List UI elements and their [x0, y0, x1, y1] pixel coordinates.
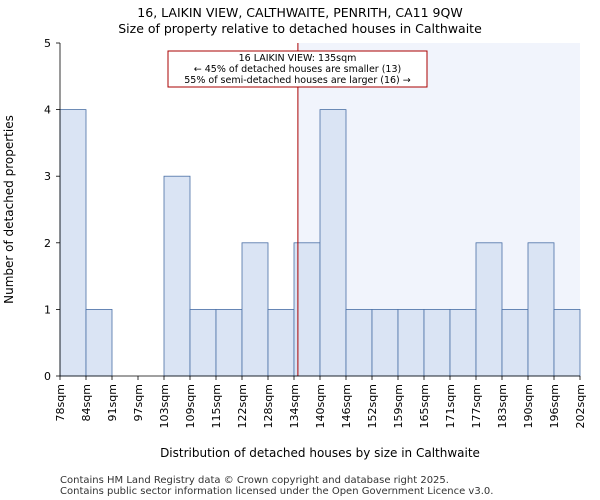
x-tick-label: 159sqm	[392, 384, 405, 428]
bar-84sqm	[85, 308, 113, 377]
bar-109sqm	[189, 308, 217, 377]
annotation-line-2: ← 45% of detached houses are smaller (13…	[194, 64, 401, 75]
chart-title-subtitle: Size of property relative to detached ho…	[118, 21, 482, 36]
bar-183sqm	[501, 308, 529, 377]
x-tick-label: 152sqm	[366, 384, 379, 428]
x-tick-label: 190sqm	[522, 384, 535, 428]
bar-103sqm	[163, 175, 191, 377]
bar-165sqm	[423, 308, 451, 377]
x-tick-label: 202sqm	[574, 384, 587, 428]
bar-152sqm	[371, 308, 399, 377]
x-tick-label: 97sqm	[132, 384, 145, 421]
x-tick-label: 140sqm	[314, 384, 327, 428]
bar-140sqm	[319, 109, 347, 377]
y-tick-label: 3	[44, 170, 51, 183]
bar-196sqm	[553, 308, 581, 377]
x-tick-label: 109sqm	[184, 384, 197, 428]
x-tick-label: 103sqm	[158, 384, 171, 428]
x-tick-label: 84sqm	[80, 384, 93, 421]
x-tick-label: 165sqm	[418, 384, 431, 428]
x-axis-label: Distribution of detached houses by size …	[160, 446, 480, 460]
annotation-frame	[167, 50, 428, 88]
x-tick-label: 115sqm	[210, 384, 223, 428]
annotation-line-3: 55% of semi-detached houses are larger (…	[184, 75, 411, 86]
x-tick-label: 146sqm	[340, 384, 353, 428]
y-tick-label: 0	[44, 370, 51, 383]
x-tick-label: 134sqm	[288, 384, 301, 428]
bar-115sqm	[215, 308, 243, 377]
bar-128sqm	[267, 308, 295, 377]
x-tick-label: 78sqm	[54, 384, 67, 421]
x-tick-label: 122sqm	[236, 384, 249, 428]
x-tick-label: 171sqm	[444, 384, 457, 428]
annotation-line-1: 16 LAIKIN VIEW: 135sqm	[239, 53, 357, 64]
bar-78sqm	[59, 109, 87, 377]
x-tick-label: 196sqm	[548, 384, 561, 428]
y-tick-label: 2	[44, 237, 51, 250]
y-axis-label: Number of detached properties	[2, 115, 16, 304]
bar-146sqm	[345, 308, 373, 377]
bar-122sqm	[241, 242, 269, 377]
chart-title-address: 16, LAIKIN VIEW, CALTHWAITE, PENRITH, CA…	[137, 5, 463, 20]
bar-159sqm	[397, 308, 425, 377]
footer-licence: Contains public sector information licen…	[60, 486, 494, 497]
annotation-box: 16 LAIKIN VIEW: 135sqm ← 45% of detached…	[167, 50, 428, 88]
y-tick-label: 1	[44, 303, 51, 316]
x-tick-label: 91sqm	[106, 384, 119, 421]
x-tick-label: 183sqm	[496, 384, 509, 428]
x-tick-label: 128sqm	[262, 384, 275, 428]
bar-190sqm	[527, 242, 555, 377]
x-tick-label: 177sqm	[470, 384, 483, 428]
footer-copyright: Contains HM Land Registry data © Crown c…	[60, 475, 449, 486]
y-tick-label: 4	[44, 104, 51, 117]
y-tick-label: 5	[44, 37, 51, 50]
bar-171sqm	[449, 308, 477, 377]
bar-177sqm	[475, 242, 503, 377]
